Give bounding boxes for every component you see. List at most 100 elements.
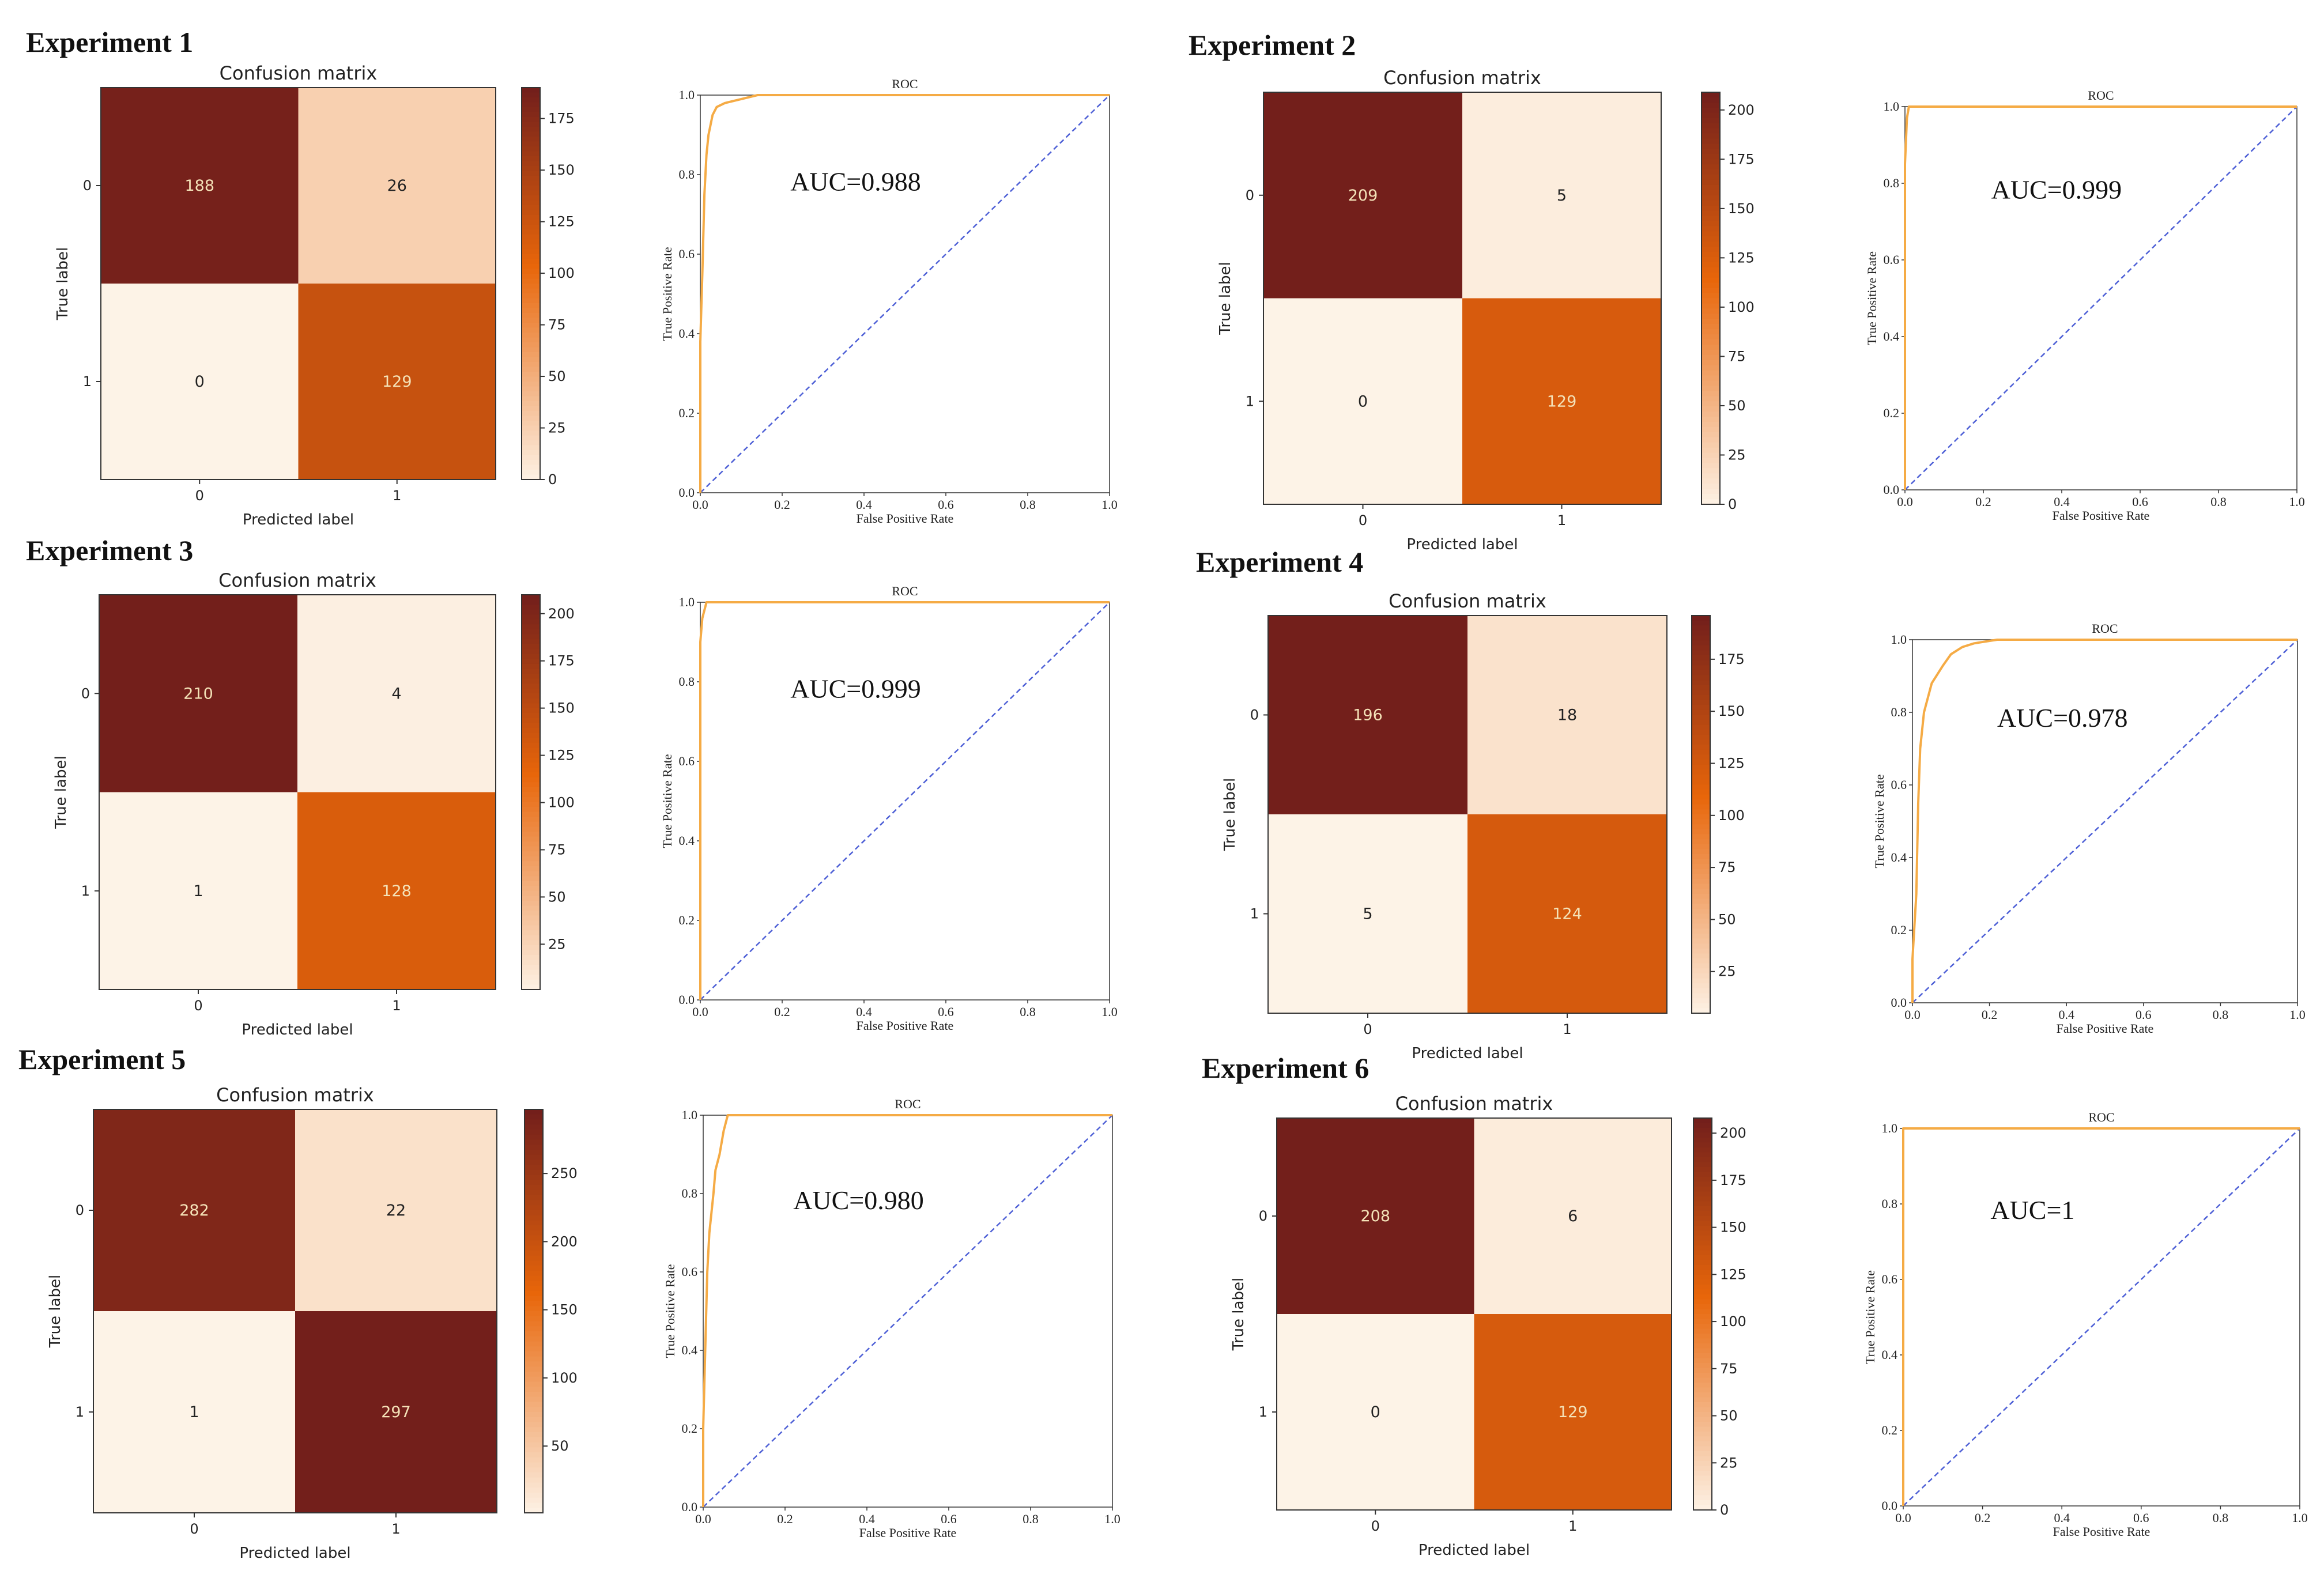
experiment-panel-1: Experiment 1 Confusion matrix 188 26 0 129 0 0 1…	[26, 26, 1118, 528]
cm-x-tick-label: 1	[393, 488, 401, 504]
roc-x-tick-label: 0.6	[2133, 1511, 2149, 1525]
roc-plot-frame	[703, 1115, 1113, 1508]
cm-cell	[93, 1109, 295, 1311]
colorbar-segment	[1692, 670, 1710, 676]
colorbar-segment	[525, 1402, 543, 1408]
colorbar-segment	[522, 411, 540, 417]
colorbar-segment	[1701, 303, 1720, 309]
cm-y-tick-label: 0	[1250, 707, 1259, 723]
colorbar-segment	[1701, 432, 1720, 438]
colorbar-segment	[522, 708, 540, 714]
cm-y-axis-label: True label	[52, 756, 70, 829]
colorbar-segment	[522, 112, 540, 118]
cm-cell-value: 129	[1547, 392, 1577, 410]
colorbar-tick-label: 25	[1720, 1455, 1738, 1471]
colorbar-segment	[522, 303, 540, 309]
colorbar-segment	[522, 474, 540, 480]
colorbar-segment	[1692, 983, 1710, 989]
cm-frame	[1267, 615, 1667, 1014]
colorbar-segment	[1701, 391, 1720, 397]
colorbar-segment	[1701, 484, 1720, 490]
cm-frame	[1276, 1117, 1672, 1511]
cm-cell-value: 1	[193, 882, 203, 900]
colorbar-tick-label: 75	[1718, 859, 1736, 875]
colorbar-segment	[1693, 1461, 1712, 1467]
colorbar-segment	[1693, 1377, 1712, 1383]
colorbar-segment	[1693, 1343, 1712, 1349]
roc-x-axis-label: False Positive Rate	[857, 511, 954, 526]
colorbar-segment	[1701, 386, 1720, 392]
roc-x-tick-label: 0.6	[938, 497, 954, 512]
colorbar-segment	[1692, 739, 1710, 746]
experiment-title: Experiment 3	[26, 534, 193, 567]
colorbar-segment	[1693, 1240, 1712, 1246]
colorbar-segment	[1692, 630, 1710, 636]
cm-cell	[1474, 1118, 1672, 1314]
roc-x-axis-label: False Positive Rate	[857, 1018, 954, 1033]
colorbar-segment	[1693, 1206, 1712, 1212]
roc-curve	[1911, 639, 2297, 1003]
experiment-title: Experiment 1	[26, 26, 193, 58]
colorbar-segment	[522, 674, 540, 679]
colorbar-segment	[1701, 319, 1720, 325]
colorbar-segment	[1692, 709, 1710, 716]
cm-cell-value: 188	[184, 177, 214, 195]
colorbar-segment	[525, 1281, 543, 1287]
colorbar-segment	[522, 861, 540, 867]
cm-y-tick-label: 1	[76, 1404, 84, 1420]
cm-cell-value: 5	[1363, 905, 1372, 923]
colorbar-segment	[525, 1508, 543, 1513]
cm-cell	[1462, 92, 1661, 299]
colorbar-segment	[525, 1225, 543, 1231]
colorbar-segment	[1693, 1466, 1712, 1471]
colorbar-segment	[525, 1417, 543, 1423]
cm-x-tick-label: 1	[1563, 1021, 1571, 1037]
colorbar-frame	[521, 87, 541, 480]
roc-x-tick-label: 0.2	[1975, 1511, 1991, 1525]
colorbar-segment	[525, 1462, 543, 1468]
colorbar-segment	[1693, 1275, 1712, 1281]
roc-title: ROC	[2088, 1110, 2114, 1124]
colorbar-segment	[522, 421, 540, 426]
roc-x-tick-label: 0.0	[1904, 1007, 1921, 1022]
roc-y-axis-label: True Positive Rate	[1865, 251, 1879, 345]
colorbar-segment	[1692, 963, 1710, 969]
colorbar-segment	[522, 176, 540, 182]
colorbar-segment	[522, 323, 540, 329]
cm-cell-value: 18	[1557, 707, 1577, 724]
colorbar-segment	[522, 832, 540, 837]
colorbar-segment	[522, 811, 540, 818]
colorbar-segment	[522, 871, 540, 877]
colorbar-segment	[522, 333, 540, 338]
colorbar-segment	[522, 792, 540, 798]
colorbar-segment	[522, 431, 540, 436]
colorbar-segment	[522, 362, 540, 368]
roc-y-tick-label: 1.0	[679, 88, 695, 102]
colorbar-segment	[1701, 463, 1720, 469]
colorbar-segment	[1701, 231, 1720, 237]
cm-cell-value: 0	[1371, 1403, 1380, 1421]
colorbar-segment	[1692, 655, 1710, 661]
colorbar-segment	[1692, 869, 1710, 875]
cm-frame	[100, 87, 496, 480]
colorbar-tick-label: 175	[1720, 1172, 1746, 1188]
cm-x-axis-label: Predicted label	[1412, 1045, 1523, 1062]
cm-cell-value: 282	[179, 1202, 209, 1219]
colorbar-segment	[1701, 354, 1720, 361]
colorbar-segment	[525, 1376, 543, 1383]
auc-annotation: AUC=0.999	[790, 674, 921, 704]
colorbar-segment	[1693, 1304, 1712, 1310]
roc-title: ROC	[2092, 621, 2118, 636]
colorbar-segment	[525, 1266, 543, 1271]
cm-x-axis-label: Predicted label	[242, 1021, 353, 1039]
colorbar-tick-label: 175	[1718, 651, 1745, 667]
colorbar-segment	[1693, 1475, 1712, 1481]
roc-curve	[699, 601, 1110, 1000]
colorbar-segment	[522, 728, 540, 734]
roc-x-tick-label: 0.4	[856, 1005, 872, 1019]
cm-x-axis-label: Predicted label	[1418, 1542, 1530, 1559]
colorbar-segment	[525, 1240, 543, 1247]
colorbar-segment	[522, 663, 540, 670]
colorbar-segment	[1692, 889, 1710, 894]
cm-y-axis-label: True label	[1230, 1278, 1247, 1351]
